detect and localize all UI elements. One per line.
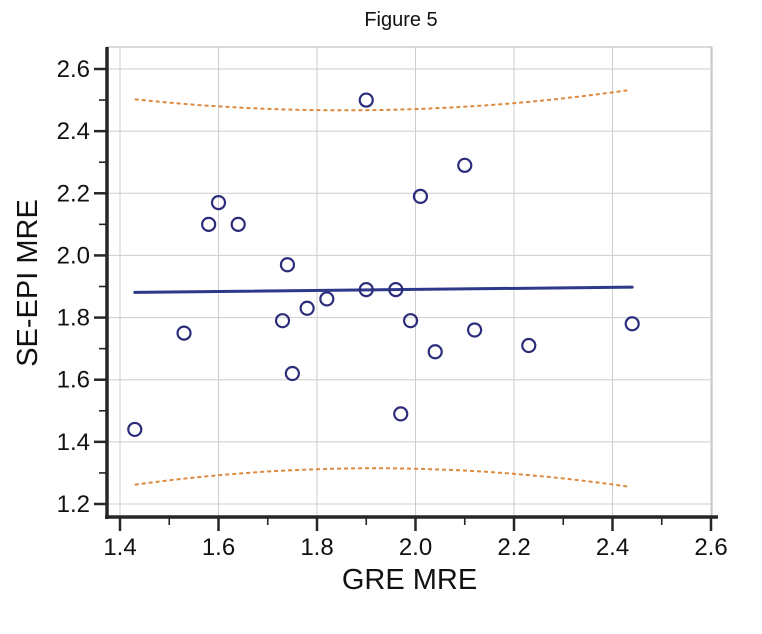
x-tick-label: 2.2 — [497, 534, 530, 561]
x-tick-label: 1.6 — [202, 534, 235, 561]
data-point — [402, 313, 419, 329]
data-point — [274, 313, 291, 329]
data-point — [284, 365, 300, 382]
data-point — [358, 282, 374, 298]
data-point — [279, 257, 296, 273]
y-tick-label: 2.6 — [57, 56, 90, 83]
data-point — [467, 322, 483, 338]
data-point — [230, 216, 246, 232]
y-tick-label: 2.2 — [57, 180, 90, 207]
x-axis-title: GRE MRE — [341, 564, 478, 596]
upper-band-curve — [134, 89, 628, 112]
data-point — [210, 195, 227, 211]
x-tick-label: 1.8 — [300, 534, 333, 561]
data-point — [127, 421, 143, 438]
data-point — [412, 188, 429, 204]
figure-title: Figure 5 — [364, 9, 438, 31]
y-tick-label: 2.0 — [57, 242, 90, 269]
data-point — [521, 337, 537, 354]
x-tick-label: 2.6 — [694, 534, 727, 561]
data-point — [358, 92, 374, 108]
data-point — [393, 406, 409, 422]
x-tick-label: 2.0 — [399, 534, 432, 561]
data-point — [457, 157, 473, 173]
y-axis-title: SE-EPI MRE — [12, 199, 44, 367]
data-point — [388, 282, 404, 298]
data-point — [176, 325, 192, 341]
y-tick-label: 1.2 — [57, 491, 90, 518]
data-point — [319, 291, 335, 307]
x-tick-label: 2.4 — [596, 534, 629, 561]
lower-band-curve — [134, 467, 628, 488]
x-tick-label: 1.4 — [103, 534, 136, 561]
data-point — [624, 316, 640, 332]
y-tick-label: 1.6 — [57, 367, 90, 394]
data-point — [427, 344, 443, 360]
data-point — [299, 300, 315, 316]
y-tick-label: 2.4 — [57, 118, 90, 145]
data-point — [201, 216, 217, 232]
y-tick-label: 1.4 — [57, 429, 90, 456]
y-tick-label: 1.8 — [57, 305, 90, 332]
regression-line — [133, 285, 634, 294]
